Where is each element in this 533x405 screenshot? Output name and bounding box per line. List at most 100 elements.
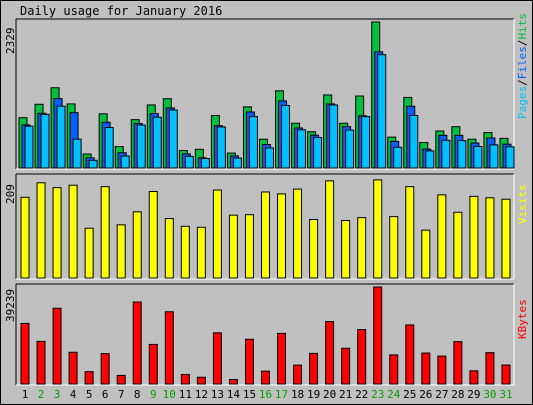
tick-label-day-8: 8 xyxy=(134,388,141,401)
tick-label-day-31: 31 xyxy=(499,388,512,401)
bar-pages-day-11 xyxy=(184,155,194,169)
bar-kbytes-day-11 xyxy=(180,373,190,385)
bar-pages-day-10 xyxy=(168,109,178,169)
bar-visits-day-27 xyxy=(437,194,447,279)
bar-kbytes-day-16 xyxy=(260,370,270,385)
tick-label-day-21: 21 xyxy=(339,388,352,401)
bar-pages-day-22 xyxy=(361,116,371,169)
bar-visits-day-25 xyxy=(405,186,415,279)
bar-visits-day-26 xyxy=(421,229,431,279)
bar-kbytes-day-3 xyxy=(52,307,62,385)
bar-visits-day-12 xyxy=(196,226,206,279)
bar-visits-day-9 xyxy=(148,190,158,279)
legend-pages-files-hits: Pages/Files/Hits xyxy=(516,13,529,119)
bar-kbytes-day-17 xyxy=(277,332,287,385)
tick-label-day-30: 30 xyxy=(483,388,496,401)
bar-pages-day-1 xyxy=(24,125,34,169)
bar-kbytes-day-21 xyxy=(341,347,351,385)
tick-label-day-6: 6 xyxy=(102,388,109,401)
chart-title: Daily usage for January 2016 xyxy=(20,4,222,18)
bar-pages-day-23 xyxy=(377,54,387,169)
tick-label-day-10: 10 xyxy=(163,388,176,401)
tick-label-day-20: 20 xyxy=(323,388,336,401)
ymax-label-hits: 2329 xyxy=(4,28,17,55)
bar-kbytes-day-24 xyxy=(389,354,399,385)
bar-pages-day-16 xyxy=(264,147,274,169)
bar-kbytes-day-14 xyxy=(228,379,238,385)
tick-label-day-12: 12 xyxy=(195,388,208,401)
bar-pages-day-25 xyxy=(409,114,419,169)
bar-pages-day-2 xyxy=(40,113,50,169)
bar-pages-day-3 xyxy=(56,105,66,169)
bar-pages-day-29 xyxy=(473,145,483,169)
bar-visits-day-7 xyxy=(116,224,126,279)
bar-pages-day-12 xyxy=(200,158,210,169)
bar-kbytes-day-20 xyxy=(325,321,335,385)
tick-label-day-13: 13 xyxy=(211,388,224,401)
bar-pages-day-20 xyxy=(329,104,339,169)
bar-pages-day-7 xyxy=(120,155,130,169)
legend-kbytes: KBytes xyxy=(516,299,529,339)
bar-pages-day-13 xyxy=(216,126,226,169)
ymax-label-kbytes: 39239 xyxy=(4,289,17,322)
bar-kbytes-day-8 xyxy=(132,301,142,385)
bar-kbytes-day-19 xyxy=(309,352,319,385)
bar-visits-day-20 xyxy=(325,180,335,279)
bar-pages-day-17 xyxy=(281,104,291,169)
tick-label-day-28: 28 xyxy=(451,388,464,401)
bar-visits-day-14 xyxy=(228,214,238,279)
tick-label-day-3: 3 xyxy=(54,388,61,401)
bar-pages-day-5 xyxy=(88,159,98,169)
bar-kbytes-day-5 xyxy=(84,371,94,385)
bar-visits-day-29 xyxy=(469,195,479,279)
bar-visits-day-6 xyxy=(100,186,110,279)
bar-pages-day-30 xyxy=(489,144,499,169)
tick-label-day-27: 27 xyxy=(435,388,448,401)
bar-visits-day-16 xyxy=(260,191,270,279)
bar-pages-day-27 xyxy=(441,139,451,169)
bar-kbytes-day-6 xyxy=(100,353,110,385)
bar-pages-day-4 xyxy=(72,138,82,169)
bar-kbytes-day-1 xyxy=(20,322,30,385)
bar-visits-day-17 xyxy=(277,193,287,279)
bar-pages-day-14 xyxy=(232,157,242,169)
tick-label-day-15: 15 xyxy=(243,388,256,401)
tick-label-day-7: 7 xyxy=(118,388,125,401)
ymax-label-visits: 209 xyxy=(4,184,17,204)
bar-kbytes-day-13 xyxy=(212,332,222,385)
bar-pages-day-6 xyxy=(104,127,114,169)
tick-label-day-14: 14 xyxy=(227,388,241,401)
bar-visits-day-19 xyxy=(309,219,319,279)
bar-kbytes-day-29 xyxy=(469,370,479,385)
bar-pages-day-28 xyxy=(457,140,467,169)
tick-label-day-29: 29 xyxy=(467,388,480,401)
bar-kbytes-day-9 xyxy=(148,343,158,385)
bar-kbytes-day-12 xyxy=(196,376,206,385)
tick-label-day-26: 26 xyxy=(419,388,432,401)
tick-label-day-23: 23 xyxy=(371,388,384,401)
bar-visits-day-3 xyxy=(52,187,62,279)
bar-visits-day-21 xyxy=(341,219,351,279)
panel-3-fill xyxy=(16,284,514,385)
bar-pages-day-19 xyxy=(313,137,323,169)
legend-part-2: Files xyxy=(516,46,529,79)
tick-label-day-5: 5 xyxy=(86,388,93,401)
legend-part-4: Hits xyxy=(516,13,529,40)
bar-kbytes-day-22 xyxy=(357,328,367,385)
bar-visits-day-10 xyxy=(164,218,174,279)
tick-label-day-19: 19 xyxy=(307,388,320,401)
bar-pages-day-8 xyxy=(136,124,146,169)
tick-label-day-9: 9 xyxy=(150,388,157,401)
bar-pages-day-21 xyxy=(345,129,355,169)
tick-label-day-18: 18 xyxy=(291,388,304,401)
bar-visits-day-11 xyxy=(180,225,190,279)
tick-label-day-22: 22 xyxy=(355,388,368,401)
legend-part-0: Pages xyxy=(516,86,529,119)
bar-pages-day-15 xyxy=(248,116,258,169)
bar-visits-day-18 xyxy=(293,188,303,279)
bar-visits-day-13 xyxy=(212,189,222,279)
bar-kbytes-day-26 xyxy=(421,352,431,385)
bar-kbytes-day-15 xyxy=(244,338,254,385)
bar-kbytes-day-18 xyxy=(293,364,303,385)
bar-kbytes-day-31 xyxy=(501,364,511,385)
